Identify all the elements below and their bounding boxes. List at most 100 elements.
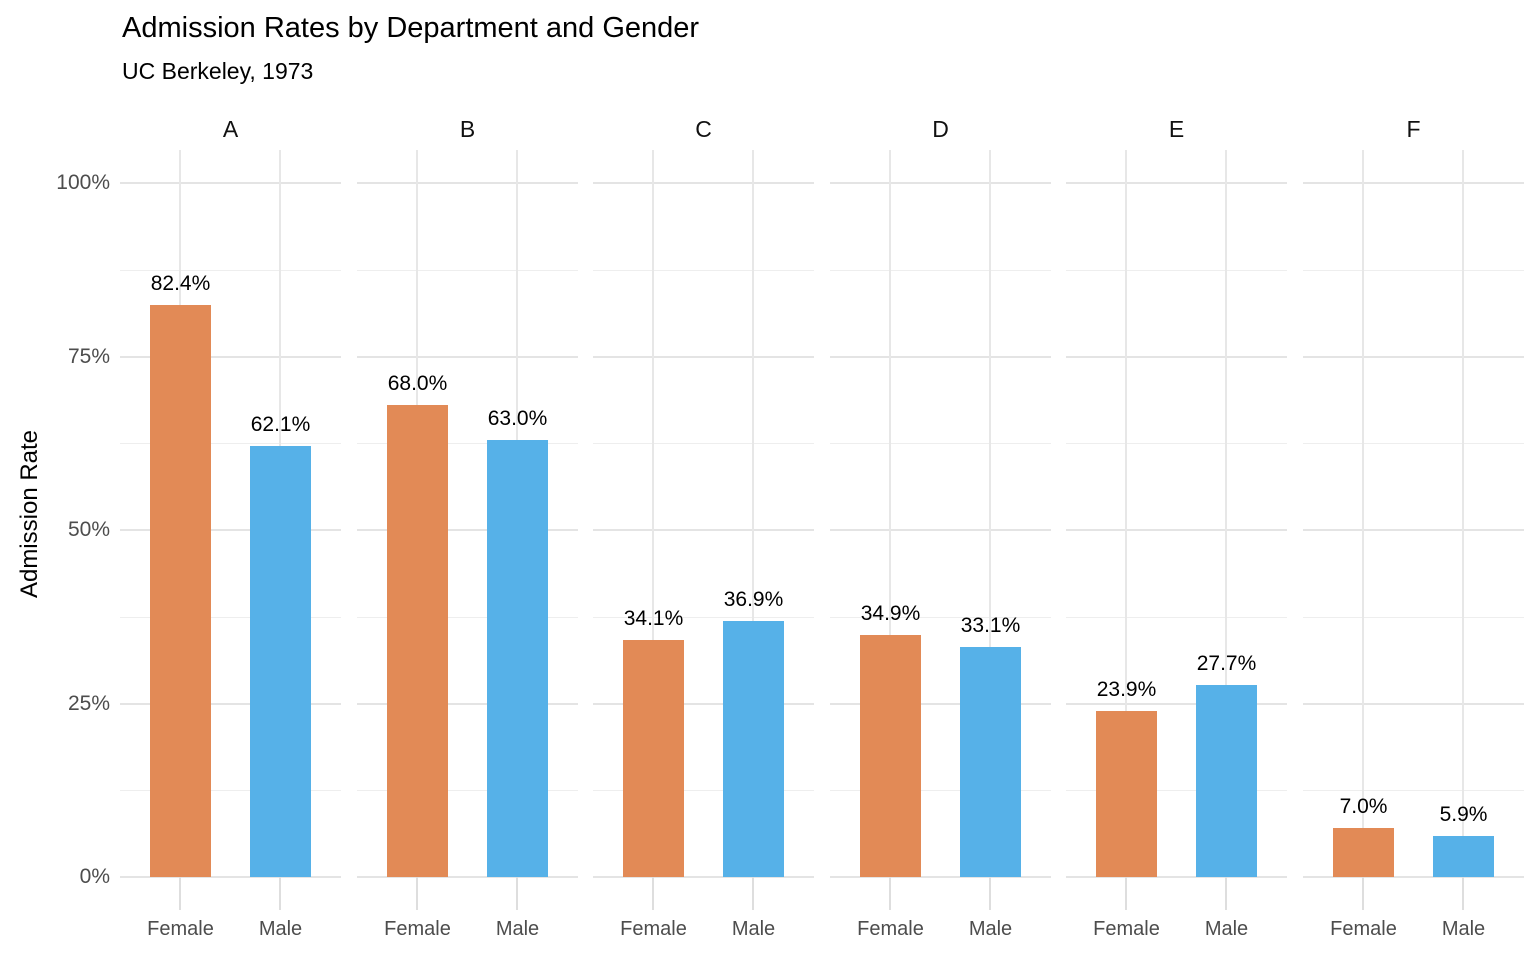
gridline-horizontal-minor: [593, 790, 814, 791]
gridline-horizontal-major: [593, 703, 814, 705]
gridline-horizontal-minor: [357, 790, 578, 791]
bar-female: [150, 305, 211, 877]
gridline-horizontal-minor: [1303, 617, 1524, 618]
bar-female: [1096, 711, 1157, 877]
gridline-horizontal-minor: [357, 443, 578, 444]
gridline-vertical: [989, 150, 991, 877]
x-axis-tick: [989, 877, 991, 910]
facet-label: F: [1406, 116, 1421, 142]
bar-value-label: 68.0%: [387, 372, 448, 395]
gridline-horizontal-minor: [1066, 270, 1287, 271]
facet-panel-d: D 34.9% Female 33.1% Male: [830, 116, 1051, 940]
x-tick-label-male: Male: [495, 918, 540, 940]
gridline-horizontal-major: [593, 529, 814, 531]
gridline-horizontal-major: [357, 703, 578, 705]
gridline-horizontal-minor: [830, 790, 1051, 791]
x-axis-tick: [752, 877, 754, 910]
gridline-horizontal-major: [120, 876, 341, 878]
bar-value-label: 5.9%: [1439, 803, 1488, 826]
gridline-horizontal-major: [593, 356, 814, 358]
x-axis-tick: [1362, 877, 1364, 910]
gridline-horizontal-minor: [830, 270, 1051, 271]
gridline-horizontal-major: [830, 182, 1051, 184]
y-tick-label: 0%: [79, 865, 110, 888]
bar-value-label: 82.4%: [150, 272, 211, 295]
bar-female: [387, 405, 448, 877]
gridline-horizontal-major: [593, 182, 814, 184]
x-tick-label-male: Male: [1441, 918, 1486, 940]
gridline-horizontal-major: [830, 356, 1051, 358]
gridline-horizontal-major: [1303, 182, 1524, 184]
gridline-horizontal-minor: [1303, 443, 1524, 444]
x-axis-tick: [1462, 877, 1464, 910]
gridline-horizontal-major: [1303, 356, 1524, 358]
gridline-horizontal-minor: [593, 617, 814, 618]
gridline-vertical: [889, 150, 891, 877]
bar-female: [860, 635, 921, 877]
gridline-horizontal-minor: [593, 443, 814, 444]
gridline-horizontal-major: [1303, 529, 1524, 531]
gridline-horizontal-minor: [357, 270, 578, 271]
bar-female: [1333, 828, 1394, 877]
x-tick-label-female: Female: [147, 918, 214, 940]
gridline-horizontal-major: [1066, 182, 1287, 184]
gridline-horizontal-major: [830, 529, 1051, 531]
gridline-horizontal-major: [1066, 703, 1287, 705]
gridline-horizontal-major: [120, 356, 341, 358]
gridline-horizontal-major: [120, 703, 341, 705]
gridline-horizontal-major: [357, 182, 578, 184]
bar-male: [1433, 836, 1494, 877]
x-tick-label-female: Female: [1330, 918, 1397, 940]
facet-label: E: [1168, 116, 1185, 142]
bar-male: [723, 621, 784, 877]
facet-label: A: [222, 116, 239, 142]
gridline-horizontal-major: [1066, 356, 1287, 358]
facet-panel-e: E 23.9% Female 27.7% Male: [1066, 116, 1287, 940]
gridline-horizontal-minor: [120, 790, 341, 791]
gridline-horizontal-major: [830, 703, 1051, 705]
bar-value-label: 34.1%: [623, 607, 684, 630]
gridline-horizontal-minor: [120, 270, 341, 271]
gridline-horizontal-minor: [1066, 443, 1287, 444]
x-axis-tick: [1125, 877, 1127, 910]
facet-panel-a: A 82.4% Female 62.1% Male: [120, 116, 341, 940]
chart-subtitle: UC Berkeley, 1973: [122, 58, 314, 84]
x-axis-tick: [179, 877, 181, 910]
gridline-horizontal-major: [1303, 703, 1524, 705]
gridline-horizontal-major: [1303, 876, 1524, 878]
facet-label: D: [932, 116, 949, 142]
x-axis-tick: [652, 877, 654, 910]
x-tick-label-male: Male: [968, 918, 1013, 940]
gridline-horizontal-minor: [830, 617, 1051, 618]
y-tick-label: 50%: [67, 518, 110, 541]
bar-value-label: 34.9%: [860, 602, 921, 625]
bar-male: [960, 647, 1021, 877]
bar-value-label: 27.7%: [1196, 652, 1257, 675]
gridline-horizontal-minor: [593, 270, 814, 271]
gridline-vertical: [752, 150, 754, 877]
facet-label: B: [459, 116, 476, 142]
x-axis-tick: [516, 877, 518, 910]
gridline-horizontal-minor: [357, 617, 578, 618]
gridline-horizontal-major: [593, 876, 814, 878]
x-tick-label-male: Male: [1204, 918, 1249, 940]
chart-title: Admission Rates by Department and Gender: [122, 12, 700, 44]
x-tick-label-male: Male: [258, 918, 303, 940]
y-axis-title: Admission Rate: [16, 429, 43, 599]
gridline-horizontal-major: [357, 356, 578, 358]
gridline-horizontal-major: [120, 182, 341, 184]
gridline-vertical: [652, 150, 654, 877]
gridline-horizontal-major: [1066, 876, 1287, 878]
x-axis-tick: [416, 877, 418, 910]
bar-male: [487, 440, 548, 877]
gridline-horizontal-minor: [120, 617, 341, 618]
gridline-vertical: [1362, 150, 1364, 877]
gridline-vertical: [1225, 150, 1227, 877]
y-tick-label: 25%: [67, 692, 110, 715]
gridline-horizontal-major: [120, 529, 341, 531]
x-axis-tick: [279, 877, 281, 910]
gridline-horizontal-minor: [1066, 790, 1287, 791]
bar-male: [250, 446, 311, 877]
bar-female: [623, 640, 684, 877]
